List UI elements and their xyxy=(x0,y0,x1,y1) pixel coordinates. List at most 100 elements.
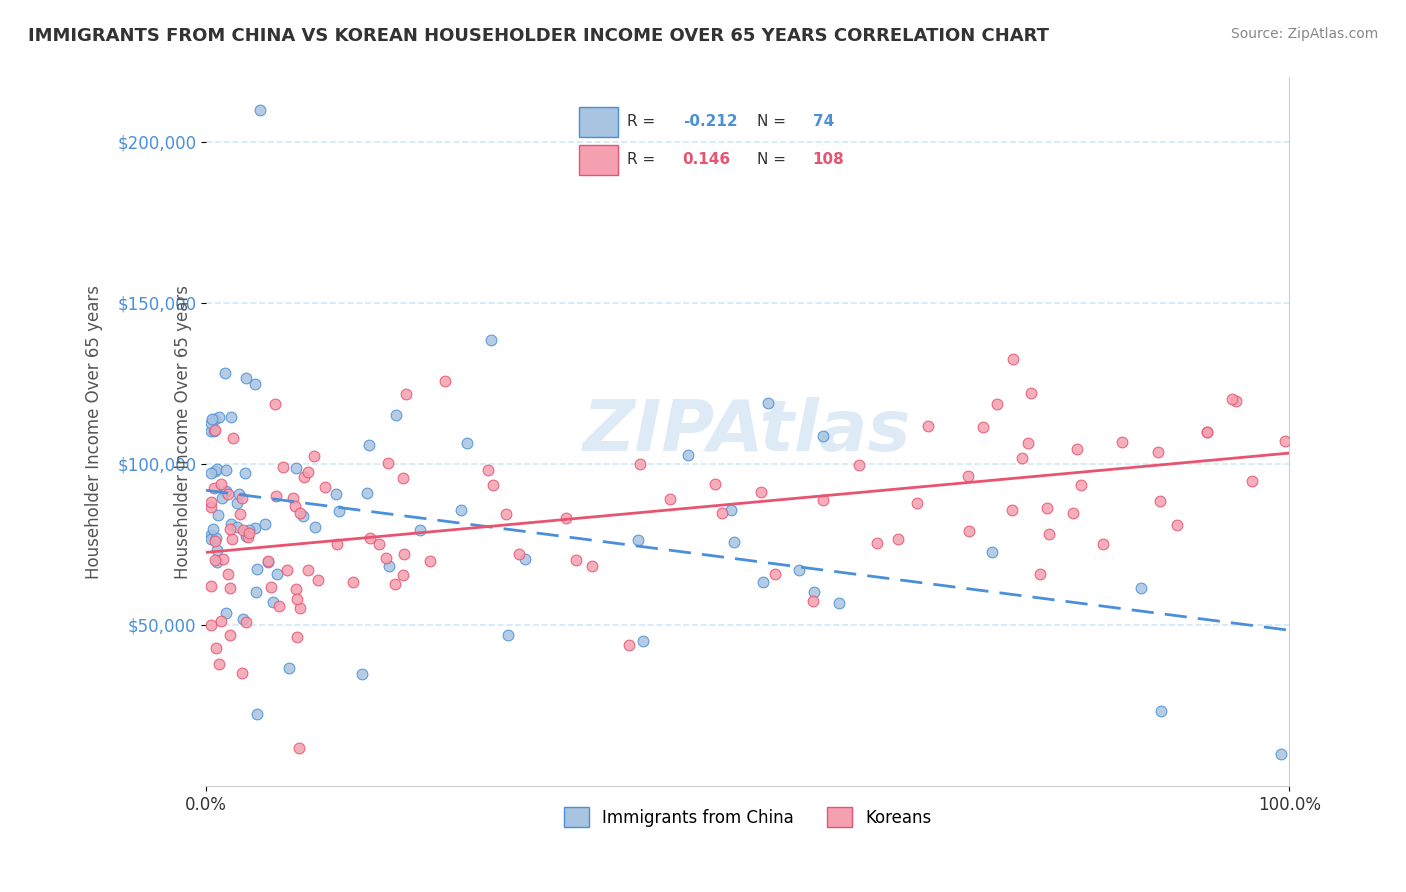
Koreans xyxy=(232,523,254,537)
Koreans xyxy=(204,533,226,548)
Koreans xyxy=(222,431,245,445)
Immigrants from China xyxy=(200,412,222,426)
Koreans xyxy=(238,526,260,541)
Koreans xyxy=(326,537,349,551)
Koreans xyxy=(659,491,682,506)
Text: IMMIGRANTS FROM CHINA VS KOREAN HOUSEHOLDER INCOME OVER 65 YEARS CORRELATION CHA: IMMIGRANTS FROM CHINA VS KOREAN HOUSEHOL… xyxy=(28,27,1049,45)
Koreans xyxy=(219,628,242,642)
Immigrants from China xyxy=(513,552,536,566)
Koreans xyxy=(1001,351,1024,366)
Y-axis label: Householder Income Over 65 years: Householder Income Over 65 years xyxy=(86,285,103,579)
Koreans xyxy=(986,397,1008,411)
Koreans xyxy=(200,500,222,515)
Koreans xyxy=(260,581,283,595)
Immigrants from China xyxy=(377,558,399,573)
Immigrants from China xyxy=(1149,704,1171,718)
Immigrants from China xyxy=(214,484,236,499)
Koreans xyxy=(219,522,242,536)
Koreans xyxy=(477,462,499,476)
Koreans xyxy=(1149,493,1171,508)
Immigrants from China xyxy=(211,491,233,505)
Immigrants from China xyxy=(202,424,225,438)
Koreans xyxy=(1166,517,1188,532)
Immigrants from China xyxy=(266,567,288,582)
Immigrants from China xyxy=(200,466,222,480)
Koreans xyxy=(628,457,651,471)
Koreans xyxy=(359,532,381,546)
Immigrants from China xyxy=(232,612,254,626)
Koreans xyxy=(957,524,980,538)
Immigrants from China xyxy=(723,535,745,549)
Koreans xyxy=(302,450,325,464)
Koreans xyxy=(887,533,910,547)
Koreans xyxy=(1240,474,1263,488)
Koreans xyxy=(238,529,260,543)
Koreans xyxy=(264,489,287,503)
Koreans xyxy=(395,387,418,401)
Immigrants from China xyxy=(1130,581,1153,595)
Koreans xyxy=(419,554,441,568)
Koreans xyxy=(368,537,391,551)
Koreans xyxy=(377,456,399,470)
Koreans xyxy=(565,553,588,567)
Koreans xyxy=(1069,477,1091,491)
Immigrants from China xyxy=(200,528,222,542)
Immigrants from China xyxy=(356,486,378,500)
Koreans xyxy=(704,477,727,491)
Koreans xyxy=(284,500,307,514)
Immigrants from China xyxy=(496,628,519,642)
Immigrants from China xyxy=(631,633,654,648)
Immigrants from China xyxy=(787,563,810,577)
Immigrants from China xyxy=(246,561,269,575)
Koreans xyxy=(217,487,239,501)
Immigrants from China xyxy=(215,463,238,477)
Koreans xyxy=(200,618,222,632)
Koreans xyxy=(288,740,311,755)
Koreans xyxy=(204,553,226,567)
Koreans xyxy=(209,477,232,491)
Koreans xyxy=(392,471,415,485)
Immigrants from China xyxy=(204,412,226,426)
Koreans xyxy=(848,458,870,472)
Koreans xyxy=(1017,436,1039,450)
Koreans xyxy=(711,506,734,520)
Koreans xyxy=(917,419,939,434)
Immigrants from China xyxy=(627,533,650,547)
Koreans xyxy=(434,374,457,388)
Immigrants from China xyxy=(291,509,314,524)
Koreans xyxy=(956,469,979,483)
Immigrants from China xyxy=(246,707,269,722)
Immigrants from China xyxy=(758,396,780,410)
Text: ZIPAtlas: ZIPAtlas xyxy=(583,397,912,467)
Immigrants from China xyxy=(257,555,280,569)
Koreans xyxy=(314,480,336,494)
Koreans xyxy=(267,599,290,613)
Immigrants from China xyxy=(226,520,249,534)
Koreans xyxy=(1066,442,1088,456)
Immigrants from China xyxy=(233,466,256,480)
Koreans xyxy=(581,559,603,574)
Immigrants from China xyxy=(328,504,350,518)
Koreans xyxy=(257,554,280,568)
Immigrants from China xyxy=(803,585,825,599)
Immigrants from China xyxy=(384,408,406,422)
Immigrants from China xyxy=(200,416,222,430)
Koreans xyxy=(1147,445,1170,459)
Legend: Immigrants from China, Koreans: Immigrants from China, Koreans xyxy=(557,800,938,834)
Immigrants from China xyxy=(450,502,472,516)
Koreans xyxy=(209,614,232,628)
Immigrants from China xyxy=(205,461,228,475)
Immigrants from China xyxy=(304,520,326,534)
Immigrants from China xyxy=(235,371,257,385)
Immigrants from China xyxy=(208,410,231,425)
Koreans xyxy=(749,484,772,499)
Immigrants from China xyxy=(200,532,222,546)
Immigrants from China xyxy=(243,377,266,392)
Immigrants from China xyxy=(228,486,250,500)
Koreans xyxy=(1001,503,1024,517)
Immigrants from China xyxy=(207,508,229,523)
Koreans xyxy=(307,574,329,588)
Immigrants from China xyxy=(219,516,242,531)
Immigrants from China xyxy=(249,103,271,117)
Koreans xyxy=(1111,434,1133,449)
